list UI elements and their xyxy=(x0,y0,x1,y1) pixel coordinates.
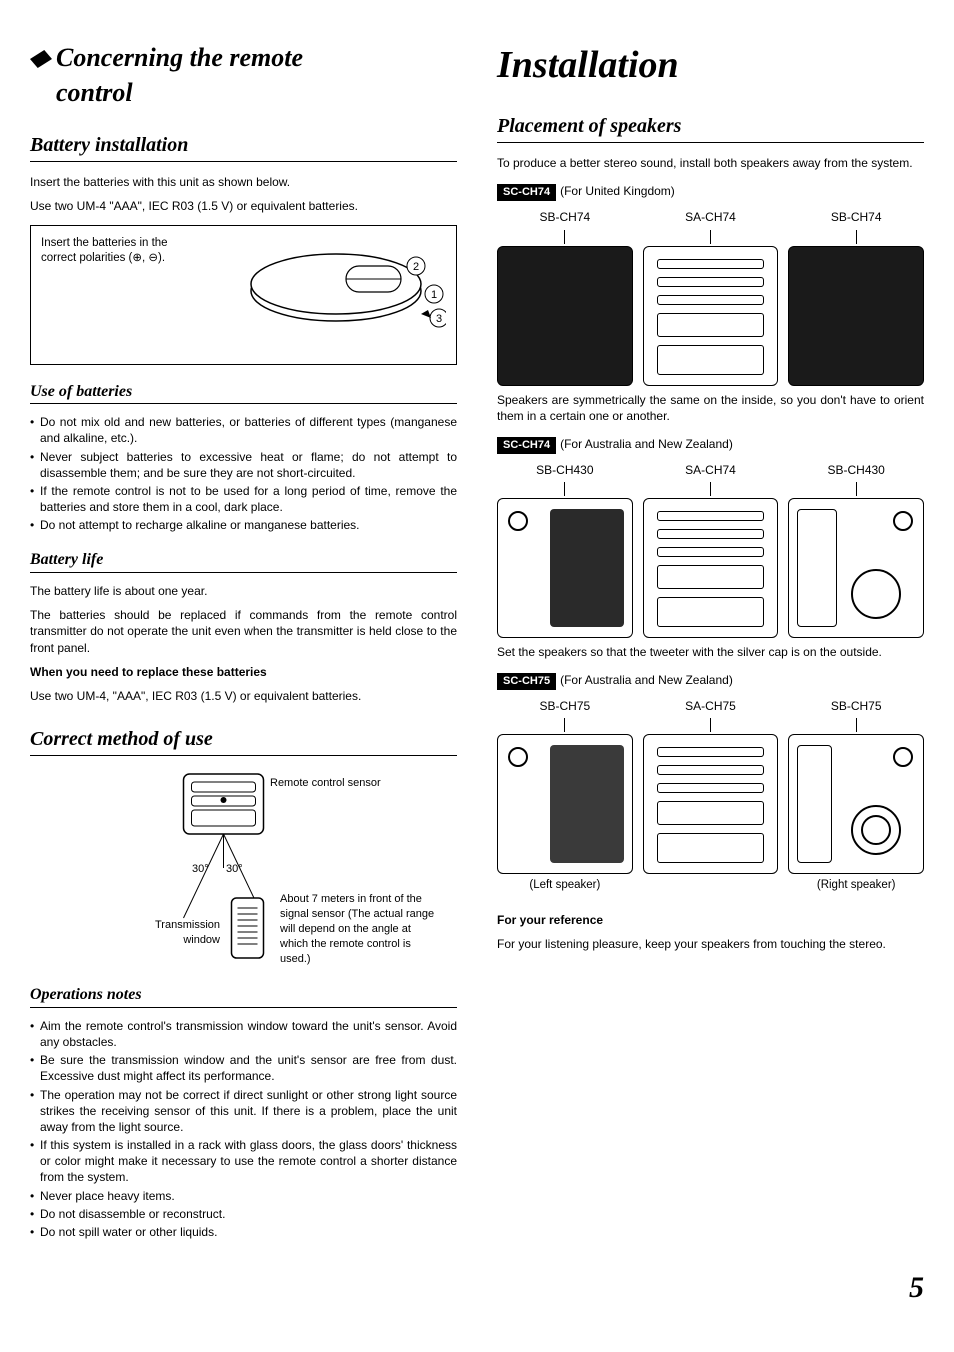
list-item: Never subject batteries to excessive hea… xyxy=(30,449,457,481)
region-text: (For Australia and New Zealand) xyxy=(560,437,733,451)
svg-text:1: 1 xyxy=(431,289,437,301)
leaf-icon xyxy=(27,50,56,68)
speaker-sublabel: (Right speaker) xyxy=(817,878,896,894)
speaker-label: SB-CH75 xyxy=(831,698,882,714)
region-text: (For Australia and New Zealand) xyxy=(560,673,733,687)
speaker-right: SB-CH74 xyxy=(788,209,924,385)
use-of-batteries-heading: Use of batteries xyxy=(30,381,457,405)
remote-range-diagram: Remote control sensor 30° 30° Transmissi… xyxy=(30,768,457,968)
speaker-left: SB-CH430 xyxy=(497,462,633,638)
remote-sketch-icon: 2 1 3 xyxy=(246,236,446,351)
correct-method-heading: Correct method of use xyxy=(30,726,457,756)
battery-installation-heading: Battery installation xyxy=(30,132,457,162)
sys2-region: SC-CH74 (For Australia and New Zealand) xyxy=(497,436,924,454)
center-label: SA-CH74 xyxy=(685,462,736,478)
speaker-right: SB-CH75 (Right speaker) xyxy=(788,698,924,894)
speaker-label: SB-CH430 xyxy=(828,462,885,478)
right-column: Installation Placement of speakers To pr… xyxy=(497,40,924,1248)
battery-replace-bold: When you need to replace these batteries xyxy=(30,664,457,680)
battery-install-p2: Use two UM-4 "AAA", IEC R03 (1.5 V) or e… xyxy=(30,198,457,214)
battery-life-p2: The batteries should be replaced if comm… xyxy=(30,607,457,656)
installation-title: Installation xyxy=(497,40,924,91)
speaker-sublabel: (Left speaker) xyxy=(529,878,600,894)
model-badge: SC-CH74 xyxy=(497,184,556,201)
placement-heading: Placement of speakers xyxy=(497,113,924,143)
speaker-label: SB-CH430 xyxy=(536,462,593,478)
speaker-icon xyxy=(788,498,924,638)
list-item: Never place heavy items. xyxy=(30,1188,457,1204)
battery-life-p1: The battery life is about one year. xyxy=(30,583,457,599)
list-item: Do not mix old and new batteries, or bat… xyxy=(30,414,457,446)
battery-install-p1: Insert the batteries with this unit as s… xyxy=(30,174,457,190)
list-item: If this system is installed in a rack wi… xyxy=(30,1137,457,1186)
svg-text:2: 2 xyxy=(413,261,419,273)
operations-notes-heading: Operations notes xyxy=(30,984,457,1008)
operations-notes-list: Aim the remote control's transmission wi… xyxy=(30,1018,457,1240)
sys2-row: SB-CH430 SA-CH74 SB-CH430 xyxy=(497,462,924,638)
stereo-icon xyxy=(643,734,779,874)
speaker-icon xyxy=(497,498,633,638)
placement-intro: To produce a better stereo sound, instal… xyxy=(497,155,924,171)
model-badge: SC-CH75 xyxy=(497,673,556,690)
center-label: SA-CH74 xyxy=(685,209,736,225)
sys3-row: SB-CH75 (Left speaker) SA-CH75 xyxy=(497,698,924,894)
stereo-icon xyxy=(643,498,779,638)
blank-sublabel xyxy=(709,878,712,894)
reference-heading: For your reference xyxy=(497,912,924,928)
list-item: The operation may not be correct if dire… xyxy=(30,1087,457,1136)
speaker-icon xyxy=(788,734,924,874)
sys1-row: SB-CH74 SA-CH74 SB-CH74 xyxy=(497,209,924,385)
stereo-icon xyxy=(643,246,779,386)
battery-life-p3: Use two UM-4, "AAA", IEC R03 (1.5 V) or … xyxy=(30,688,457,704)
speaker-left: SB-CH75 (Left speaker) xyxy=(497,698,633,894)
list-item: Do not spill water or other liquids. xyxy=(30,1224,457,1240)
reference-text: For your listening pleasure, keep your s… xyxy=(497,936,924,952)
list-item: Do not disassemble or reconstruct. xyxy=(30,1206,457,1222)
angle-right: 30° xyxy=(226,862,243,877)
sys1-region: SC-CH74 (For United Kingdom) xyxy=(497,183,924,201)
list-item: Do not attempt to recharge alkaline or m… xyxy=(30,517,457,533)
sys3-region: SC-CH75 (For Australia and New Zealand) xyxy=(497,672,924,690)
title-line-2: control xyxy=(56,78,133,107)
center-unit: SA-CH75 xyxy=(643,698,779,894)
angle-left: 30° xyxy=(192,862,209,877)
list-item: Be sure the transmission window and the … xyxy=(30,1052,457,1084)
center-unit: SA-CH74 xyxy=(643,209,779,385)
region-text: (For United Kingdom) xyxy=(560,184,675,198)
sys1-note: Speakers are symmetrically the same on t… xyxy=(497,392,924,424)
battery-life-heading: Battery life xyxy=(30,549,457,573)
list-item: If the remote control is not to be used … xyxy=(30,483,457,515)
speaker-icon xyxy=(497,246,633,386)
speaker-label: SB-CH74 xyxy=(831,209,882,225)
use-of-batteries-list: Do not mix old and new batteries, or bat… xyxy=(30,414,457,533)
model-badge: SC-CH74 xyxy=(497,437,556,454)
transmission-label: Transmission window xyxy=(130,918,220,948)
speaker-left: SB-CH74 xyxy=(497,209,633,385)
battery-figure-caption: Insert the batteries in the correct pola… xyxy=(41,236,191,267)
range-label: About 7 meters in front of the signal se… xyxy=(280,892,440,966)
svg-text:3: 3 xyxy=(436,313,442,325)
remote-control-title: Concerning the remote control xyxy=(30,40,457,110)
speaker-icon xyxy=(788,246,924,386)
center-label: SA-CH75 xyxy=(685,698,736,714)
speaker-icon xyxy=(497,734,633,874)
center-unit: SA-CH74 xyxy=(643,462,779,638)
title-line-1: Concerning the remote xyxy=(56,43,303,72)
sensor-label: Remote control sensor xyxy=(270,776,390,791)
list-item: Aim the remote control's transmission wi… xyxy=(30,1018,457,1050)
speaker-label: SB-CH75 xyxy=(539,698,590,714)
speaker-label: SB-CH74 xyxy=(539,209,590,225)
battery-figure: Insert the batteries in the correct pola… xyxy=(30,225,457,365)
speaker-right: SB-CH430 xyxy=(788,462,924,638)
page-number: 5 xyxy=(30,1268,924,1309)
sys2-note: Set the speakers so that the tweeter wit… xyxy=(497,644,924,660)
left-column: Concerning the remote control Battery in… xyxy=(30,40,457,1248)
